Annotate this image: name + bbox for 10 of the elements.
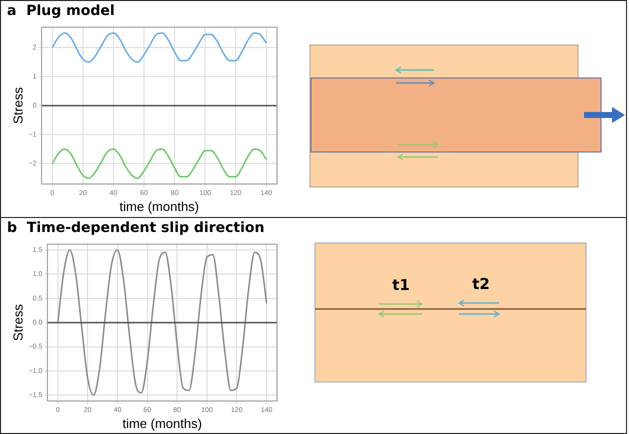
fault-diagram: t1 t2 — [314, 242, 588, 384]
line-series — [57, 249, 268, 396]
chart-title: a Plug model — [7, 3, 115, 19]
line-series — [52, 148, 268, 179]
chart-title: b Time-dependent slip direction — [7, 220, 264, 236]
x-axis-title: time (months) — [120, 198, 200, 214]
y-axis-title: Stress — [10, 86, 26, 124]
y-axis-title: Stress — [10, 304, 26, 342]
line-series — [52, 32, 268, 63]
x-axis-title: time (months) — [122, 416, 202, 431]
